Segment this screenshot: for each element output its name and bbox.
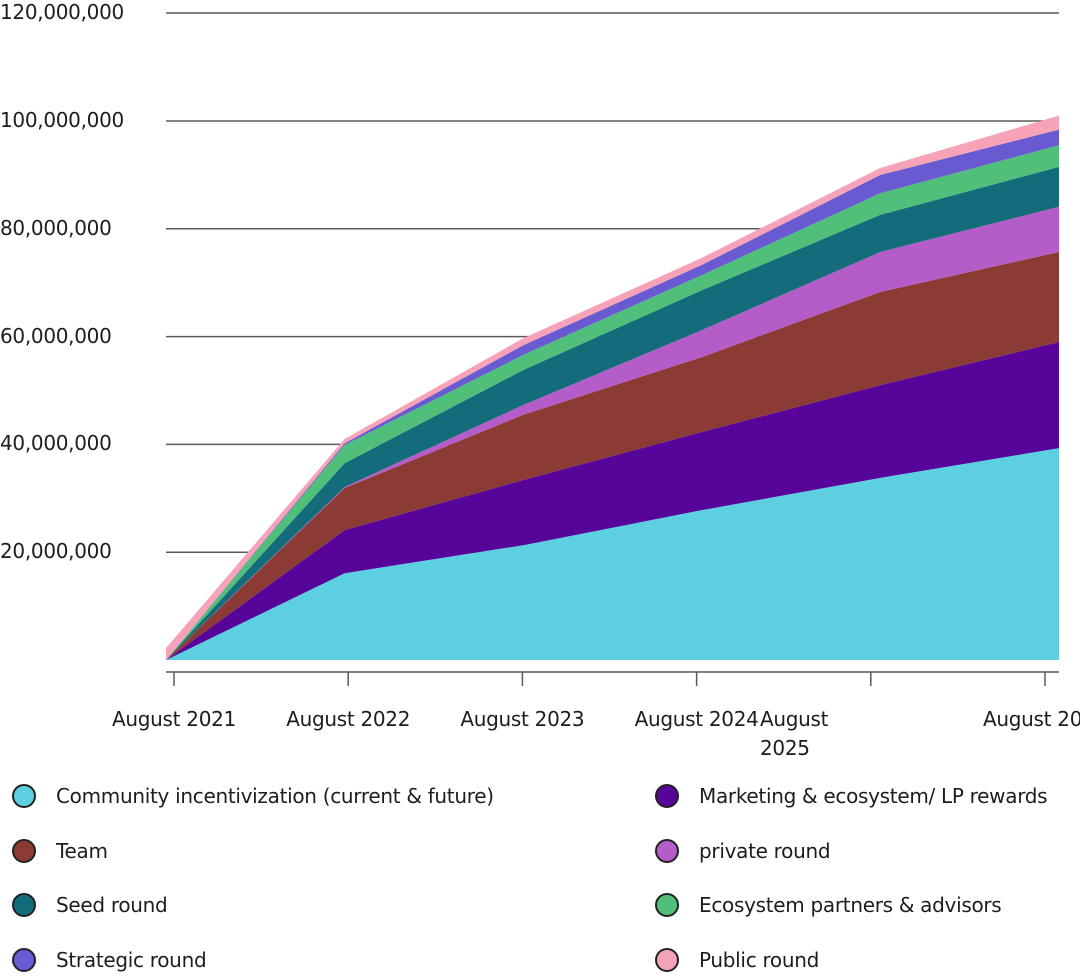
y-tick-label: 40,000,000 bbox=[0, 431, 112, 456]
x-tick-label: August 2022 bbox=[286, 707, 411, 731]
legend-item: Team bbox=[12, 838, 108, 863]
x-axis bbox=[166, 671, 1059, 686]
x-tick-label: August 2025 bbox=[760, 707, 829, 760]
y-tick-label: 20,000,000 bbox=[0, 539, 112, 564]
legend-swatch-icon bbox=[655, 947, 679, 972]
legend-swatch-icon bbox=[12, 947, 36, 972]
legend-item: Ecosystem partners & advisors bbox=[655, 893, 1002, 917]
y-tick-label: 120,000,000 bbox=[0, 0, 124, 24]
area-private-round bbox=[166, 206, 1059, 661]
legend-item: Seed round bbox=[12, 893, 168, 917]
area-community-incentivization-current-future bbox=[166, 448, 1059, 660]
legend-swatch-icon bbox=[12, 838, 36, 863]
legend-swatch-icon bbox=[655, 784, 679, 808]
area-team bbox=[166, 251, 1059, 661]
y-tick-label: 60,000,000 bbox=[0, 323, 112, 348]
area-seed-round bbox=[166, 166, 1059, 660]
legend-item: Marketing & ecosystem/ LP rewards bbox=[655, 784, 1048, 808]
areas bbox=[166, 115, 1059, 661]
legend-item: private round bbox=[655, 838, 831, 863]
legend-item: Public round bbox=[655, 947, 820, 972]
x-tick-label: August 2024 bbox=[634, 707, 759, 731]
y-tick-label: 80,000,000 bbox=[0, 215, 112, 240]
legend-label: private round bbox=[699, 838, 831, 863]
x-tick-label: August 2023 bbox=[460, 707, 585, 731]
legend-item: Community incentivization (current & fut… bbox=[12, 784, 494, 808]
legend-label: Seed round bbox=[56, 893, 168, 917]
legend-item: Strategic round bbox=[12, 947, 207, 972]
legend-swatch-icon bbox=[655, 893, 679, 917]
legend-label: Strategic round bbox=[56, 947, 207, 972]
legend-label: Team bbox=[56, 838, 108, 863]
legend-label: Community incentivization (current & fut… bbox=[56, 784, 494, 808]
legend-swatch-icon bbox=[655, 838, 679, 863]
x-tick-label: August 2021 bbox=[112, 707, 236, 731]
legend-label: Marketing & ecosystem/ LP rewards bbox=[699, 784, 1048, 808]
legend-label: Ecosystem partners & advisors bbox=[699, 893, 1002, 917]
legend-swatch-icon bbox=[12, 784, 36, 808]
area-marketing-ecosystem-lp-rewards bbox=[166, 341, 1059, 660]
y-tick-label: 100,000,000 bbox=[0, 108, 124, 132]
legend-swatch-icon bbox=[12, 893, 36, 917]
legend-label: Public round bbox=[699, 947, 820, 972]
x-tick-label: August 2026 bbox=[983, 707, 1080, 731]
